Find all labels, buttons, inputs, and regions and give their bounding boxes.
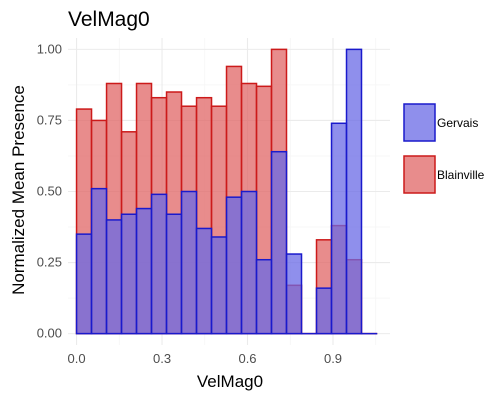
legend-item-gervais: Gervais bbox=[404, 104, 478, 141]
legend-key-gervais bbox=[404, 104, 435, 141]
y-tick-label: 1.00 bbox=[37, 41, 62, 56]
bar-gervais bbox=[287, 254, 302, 334]
bar-gervais bbox=[272, 152, 287, 334]
x-tick-label: 0.0 bbox=[68, 351, 86, 366]
bar-gervais bbox=[227, 197, 242, 333]
x-tick-label: 0.3 bbox=[153, 351, 171, 366]
y-axis-title: Normalized Mean Presence bbox=[9, 85, 28, 295]
bar-gervais bbox=[182, 192, 197, 334]
y-tick-label: 0.00 bbox=[37, 326, 62, 341]
bar-gervais bbox=[197, 228, 212, 333]
bar-gervais bbox=[107, 220, 122, 334]
bar-gervais bbox=[152, 194, 167, 333]
x-axis-ticks: 0.0 0.3 0.6 0.9 bbox=[68, 351, 343, 366]
bars-layer bbox=[77, 49, 377, 333]
y-tick-label: 0.25 bbox=[37, 255, 62, 270]
bar-gervais bbox=[317, 288, 332, 333]
legend-label-blainville: Blainville bbox=[437, 168, 485, 182]
y-axis-ticks: 0.00 0.25 0.50 0.75 1.00 bbox=[37, 41, 62, 340]
bar-gervais bbox=[137, 209, 152, 334]
y-tick-label: 0.50 bbox=[37, 184, 62, 199]
x-tick-label: 0.9 bbox=[324, 351, 342, 366]
legend: Gervais Blainville bbox=[404, 104, 485, 193]
bar-gervais bbox=[167, 214, 182, 333]
chart-title: VelMag0 bbox=[68, 8, 150, 31]
legend-key-blainville bbox=[404, 156, 435, 193]
bar-gervais bbox=[77, 234, 92, 333]
bar-gervais bbox=[347, 49, 362, 333]
bar-gervais bbox=[122, 214, 137, 333]
bar-gervais bbox=[212, 237, 227, 334]
legend-label-gervais: Gervais bbox=[437, 116, 478, 130]
bar-gervais bbox=[92, 189, 107, 334]
x-axis-title: VelMag0 bbox=[197, 372, 263, 391]
y-tick-label: 0.75 bbox=[37, 112, 62, 127]
x-tick-label: 0.6 bbox=[238, 351, 256, 366]
legend-item-blainville: Blainville bbox=[404, 156, 485, 193]
bar-gervais bbox=[257, 260, 272, 334]
bar-gervais bbox=[332, 123, 347, 333]
bar-gervais bbox=[242, 192, 257, 334]
